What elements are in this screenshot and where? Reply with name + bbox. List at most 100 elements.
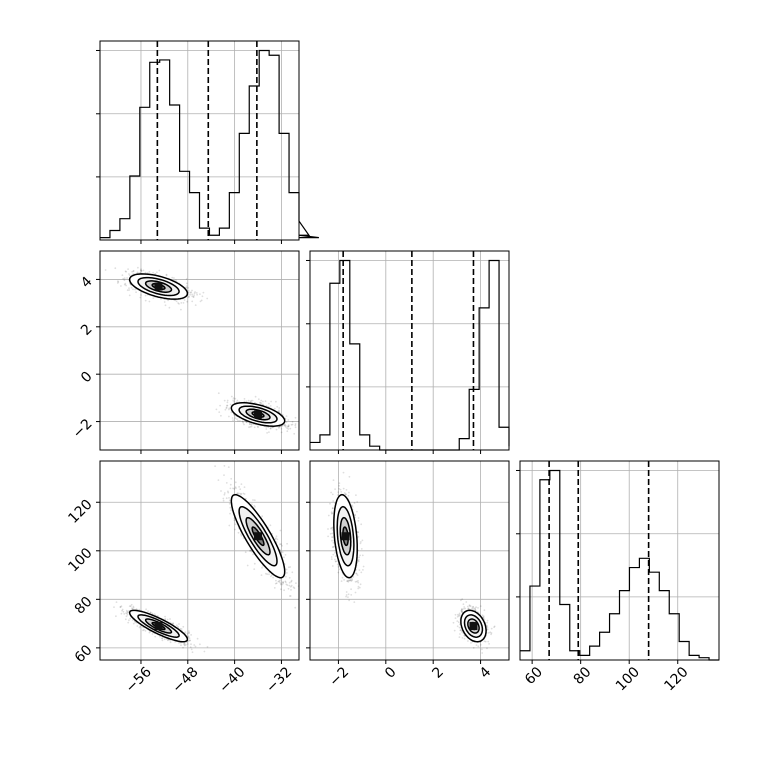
sample-point — [268, 573, 270, 576]
sample-point — [184, 631, 187, 633]
sample-point — [223, 493, 226, 496]
sample-point — [345, 591, 348, 593]
sample-point — [132, 288, 134, 291]
sample-point — [245, 421, 248, 423]
sample-point — [277, 580, 280, 583]
sample-point — [127, 273, 130, 275]
sample-point — [185, 643, 187, 646]
sample-point — [330, 558, 333, 560]
sample-point — [160, 298, 162, 300]
sample-point — [247, 399, 250, 402]
sample-point — [228, 524, 231, 527]
histogram-steps — [520, 469, 719, 661]
sample-point — [228, 497, 230, 499]
sample-point — [228, 415, 230, 418]
sample-point — [180, 644, 182, 647]
sample-point — [265, 572, 267, 575]
sample-point — [121, 608, 124, 611]
density-peak — [254, 532, 263, 541]
sample-point — [148, 300, 151, 303]
sample-point — [149, 611, 152, 614]
sample-point — [463, 606, 466, 608]
sample-point — [279, 583, 282, 586]
sample-point — [275, 579, 277, 582]
sample-point — [477, 645, 480, 648]
sample-point — [176, 624, 178, 627]
sample-point — [461, 608, 463, 611]
sample-point — [177, 642, 180, 644]
grid-lines — [140, 41, 282, 240]
sample-point — [287, 419, 290, 421]
sample-point — [486, 625, 489, 627]
sample-point — [471, 607, 473, 610]
sample-point — [137, 266, 139, 269]
sample-point — [269, 427, 272, 430]
sample-point — [294, 606, 297, 609]
sample-point — [268, 431, 270, 433]
sample-point — [147, 610, 150, 612]
sample-point — [467, 607, 470, 610]
sample-point — [113, 606, 115, 608]
sample-point — [334, 488, 336, 490]
sample-point — [131, 270, 134, 273]
sample-point — [161, 637, 164, 640]
sample-point — [477, 607, 479, 609]
sample-point — [125, 270, 127, 273]
sample-point — [183, 642, 186, 645]
sample-point — [220, 414, 222, 417]
sample-point — [351, 506, 354, 508]
sample-point — [252, 553, 254, 556]
sample-point — [458, 612, 461, 615]
sample-point — [234, 528, 236, 531]
sample-point — [260, 399, 263, 402]
sample-point — [330, 527, 332, 530]
sample-point — [273, 587, 276, 589]
sample-point — [479, 644, 482, 646]
sample-point — [486, 621, 489, 624]
sample-point — [132, 606, 135, 609]
sample-point — [481, 648, 483, 651]
sample-point — [189, 639, 191, 642]
sample-point — [193, 294, 196, 296]
sample-point — [189, 646, 192, 648]
sample-point — [289, 595, 292, 597]
sample-point — [117, 280, 119, 283]
sample-point — [236, 418, 238, 420]
sample-point — [457, 615, 460, 617]
sample-point — [234, 523, 237, 526]
sample-point — [232, 399, 235, 402]
sample-point — [486, 628, 489, 631]
sample-point — [275, 535, 278, 538]
panel-frame — [99, 250, 300, 451]
sample-point — [361, 554, 364, 557]
sample-point — [459, 633, 461, 635]
sample-point — [242, 492, 245, 495]
sample-point — [458, 613, 461, 616]
sample-point — [355, 494, 357, 496]
sample-point — [123, 277, 126, 280]
sample-point — [144, 294, 147, 297]
sample-point — [182, 646, 184, 649]
sample-point — [482, 617, 485, 619]
sample-point — [286, 427, 288, 429]
sample-point — [287, 566, 290, 569]
sample-point — [460, 609, 463, 612]
sample-point — [227, 466, 230, 468]
sample-point — [490, 632, 493, 634]
panel-content — [327, 471, 496, 654]
sample-point — [116, 282, 119, 284]
sample-point — [128, 294, 131, 297]
sample-point — [474, 607, 476, 610]
sample-point — [234, 481, 237, 484]
sample-point — [257, 398, 260, 401]
sample-point — [195, 292, 198, 294]
sample-point — [275, 582, 278, 584]
sample-point — [482, 616, 485, 618]
panel-content — [113, 465, 299, 654]
sample-point — [358, 586, 361, 589]
sample-point — [284, 581, 287, 584]
sample-point — [280, 588, 282, 591]
sample-point — [493, 626, 495, 628]
sample-point — [250, 423, 253, 425]
sample-point — [145, 608, 148, 611]
